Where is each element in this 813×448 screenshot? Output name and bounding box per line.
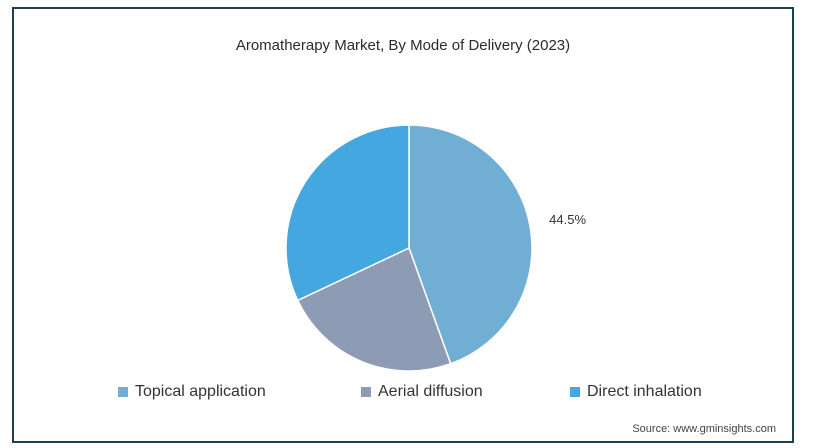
legend-item-direct-inhalation: Direct inhalation	[570, 383, 702, 401]
pie-slice-direct-inhalation	[285, 124, 410, 302]
legend-item-aerial-diffusion: Aerial diffusion	[361, 383, 483, 401]
source-note: Source: www.gminsights.com	[632, 423, 776, 435]
chart-title: Aromatherapy Market, By Mode of Delivery…	[235, 37, 571, 54]
pie-slice-topical-application	[408, 124, 533, 365]
pie-slice-aerial-diffusion	[296, 246, 452, 372]
legend-swatch	[118, 387, 128, 397]
chart-frame: Aromatherapy Market, By Mode of Delivery…	[12, 7, 794, 443]
legend-swatch	[570, 387, 580, 397]
legend-label: Aerial diffusion	[378, 383, 483, 400]
legend-label: Topical application	[135, 383, 266, 400]
legend: Topical application Aerial diffusion Dir…	[14, 383, 792, 407]
pie-chart: 44.5%	[285, 124, 586, 372]
legend-swatch	[361, 387, 371, 397]
legend-label: Direct inhalation	[587, 383, 702, 400]
legend-item-topical-application: Topical application	[118, 383, 266, 401]
data-label: 44.5%	[549, 212, 586, 227]
